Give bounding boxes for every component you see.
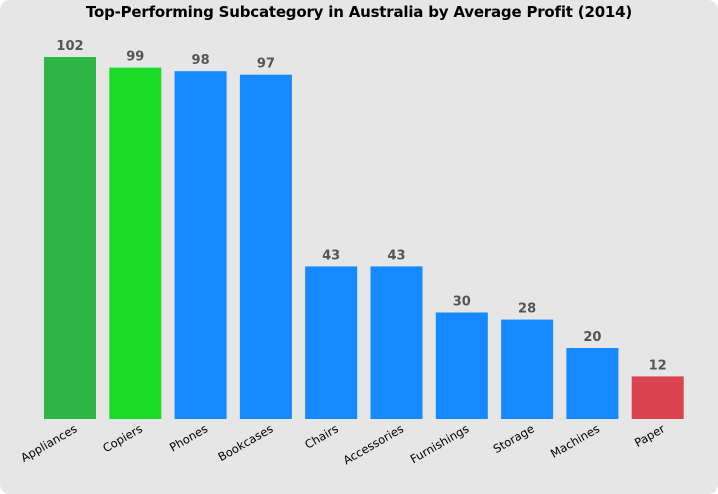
tick-label-appliances: Appliances	[18, 421, 79, 464]
bar-copiers	[109, 67, 162, 419]
tick-label-furnishings: Furnishings	[408, 421, 472, 466]
value-label-phones: 98	[192, 53, 210, 68]
bar-appliances	[44, 57, 96, 419]
bar-bookcases	[239, 74, 292, 419]
value-label-bookcases: 97	[257, 57, 275, 72]
bar-machines	[566, 348, 619, 419]
tick-label-machines: Machines	[548, 421, 602, 460]
tick-label-bookcases: Bookcases	[216, 421, 276, 464]
value-label-copiers: 99	[126, 50, 144, 65]
bar-storage	[501, 319, 554, 419]
bar-phones	[174, 71, 227, 419]
value-label-appliances: 102	[56, 39, 83, 54]
bar-paper	[631, 376, 684, 419]
value-label-machines: 20	[583, 330, 601, 345]
value-label-furnishings: 30	[453, 295, 471, 310]
value-label-accessories: 43	[387, 248, 405, 263]
value-label-chairs: 43	[322, 248, 340, 263]
value-label-paper: 12	[649, 358, 667, 373]
bar-furnishings	[435, 312, 488, 419]
tick-label-chairs: Chairs	[302, 421, 340, 451]
value-label-storage: 28	[518, 302, 536, 317]
tick-label-paper: Paper	[632, 421, 667, 450]
tick-label-storage: Storage	[491, 421, 537, 456]
tick-label-accessories: Accessories	[341, 421, 406, 467]
tick-label-copiers: Copiers	[100, 421, 145, 455]
bar-accessories	[370, 266, 423, 419]
bar-chairs	[305, 266, 358, 419]
chart-title: Top-Performing Subcategory in Australia …	[85, 3, 633, 21]
tick-label-phones: Phones	[167, 421, 210, 454]
